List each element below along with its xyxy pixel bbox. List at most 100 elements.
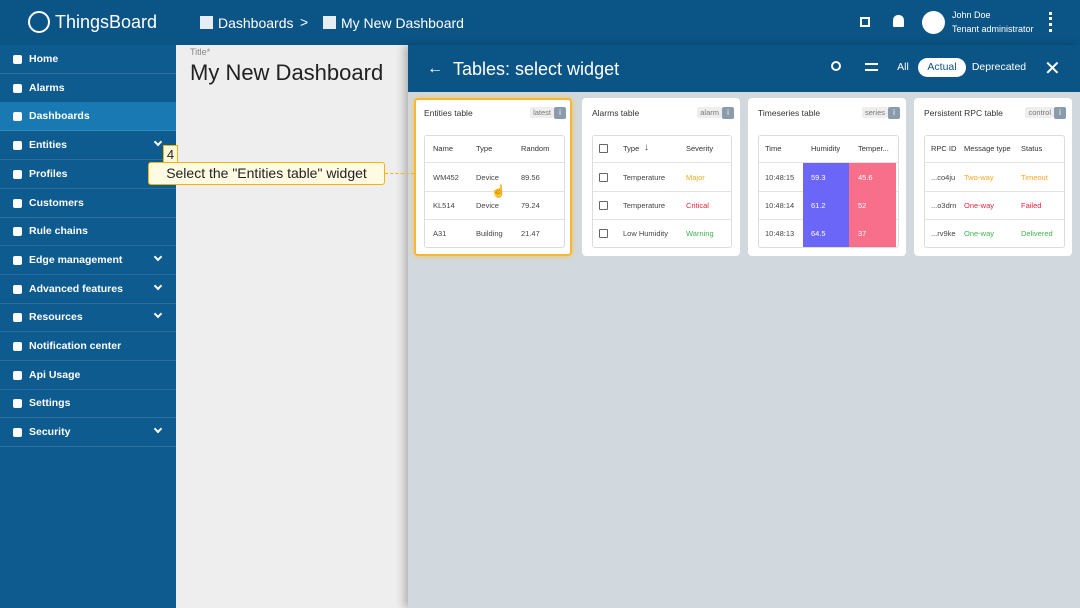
nav-item[interactable]: Rule chains bbox=[29, 225, 88, 238]
nav-item[interactable]: Entities bbox=[29, 139, 67, 152]
dashboard-title: My New Dashboard bbox=[190, 60, 384, 85]
search-icon[interactable] bbox=[831, 61, 841, 71]
row-divider bbox=[759, 162, 898, 163]
widget-title: Entities table bbox=[424, 108, 473, 118]
table-cell: Building bbox=[476, 229, 503, 238]
nav-divider bbox=[0, 159, 176, 161]
column-header: Random bbox=[521, 144, 550, 153]
column-header: Name bbox=[433, 144, 454, 153]
table-cell: WM452 bbox=[433, 173, 459, 182]
nav-item[interactable]: Customers bbox=[29, 196, 84, 209]
column-header: Type bbox=[623, 144, 640, 153]
widget-title: Timeseries table bbox=[758, 108, 821, 118]
filter-toggle[interactable]: Actual bbox=[918, 58, 966, 77]
close-icon[interactable]: ✕ bbox=[1044, 58, 1061, 80]
filter-icon[interactable] bbox=[865, 63, 878, 71]
nav-item[interactable]: Home bbox=[29, 53, 59, 65]
breadcrumb[interactable]: Dashboards bbox=[218, 15, 294, 31]
widget-card[interactable] bbox=[914, 98, 1072, 256]
user-name: John Doe bbox=[952, 10, 991, 20]
nav-selected bbox=[0, 102, 176, 132]
breadcrumb[interactable]: My New Dashboard bbox=[341, 15, 464, 31]
table-cell: 52 bbox=[858, 201, 867, 210]
nav-item[interactable]: Alarms bbox=[29, 81, 65, 94]
checkbox[interactable] bbox=[599, 201, 608, 210]
fullscreen-icon[interactable] bbox=[860, 17, 870, 27]
table-cell: Two-way bbox=[964, 173, 994, 182]
checkbox[interactable] bbox=[599, 229, 608, 238]
table-cell: Device bbox=[476, 173, 499, 182]
nav-divider bbox=[0, 73, 176, 74]
checkbox[interactable] bbox=[599, 144, 608, 153]
nav-divider bbox=[0, 360, 176, 361]
table-cell: Failed bbox=[1021, 201, 1042, 210]
nav-icon bbox=[13, 83, 22, 93]
table-cell: ...rv9ke bbox=[931, 229, 956, 238]
info-badge: i bbox=[888, 107, 900, 119]
nav-divider bbox=[0, 130, 176, 132]
table-cell: Temperature bbox=[623, 201, 666, 210]
nav-icon bbox=[13, 198, 22, 208]
avatar[interactable] bbox=[922, 11, 945, 34]
nav-icon bbox=[13, 284, 22, 294]
more-icon[interactable] bbox=[1049, 12, 1053, 32]
nav-divider bbox=[0, 388, 176, 390]
table-cell: 89.56 bbox=[521, 173, 540, 182]
table-cell: 10:48:15 bbox=[765, 173, 795, 182]
nav-item[interactable]: Dashboards bbox=[29, 110, 90, 123]
nav-item[interactable]: Profiles bbox=[29, 167, 68, 180]
nav-icon bbox=[13, 313, 22, 323]
table-cell: 64.5 bbox=[811, 229, 826, 238]
nav-item[interactable]: Api Usage bbox=[29, 368, 81, 381]
widget-title: Alarms table bbox=[592, 108, 640, 118]
widget-table bbox=[424, 135, 565, 248]
column-header: Time bbox=[765, 144, 782, 153]
dashboard-title-label: Title* bbox=[190, 47, 211, 57]
row-divider bbox=[593, 162, 732, 163]
widget-table bbox=[924, 135, 1065, 248]
nav-item[interactable]: Notification center bbox=[29, 340, 122, 352]
cell-bg bbox=[803, 191, 850, 219]
table-cell: 10:48:14 bbox=[765, 201, 795, 210]
checkbox[interactable] bbox=[599, 173, 608, 182]
filter-toggle[interactable]: Deprecated bbox=[971, 61, 1027, 73]
nav-icon bbox=[13, 112, 22, 122]
widget-card[interactable] bbox=[582, 98, 740, 256]
column-header: Severity bbox=[686, 144, 714, 153]
widget-tag: series bbox=[861, 107, 888, 118]
row-divider bbox=[593, 219, 732, 220]
row-divider bbox=[593, 191, 732, 192]
nav-divider bbox=[0, 302, 176, 304]
nav-item[interactable]: Resources bbox=[29, 311, 83, 324]
column-header: Status bbox=[1021, 144, 1043, 153]
table-cell: Major bbox=[686, 173, 705, 182]
table-cell: Temperature bbox=[623, 173, 666, 182]
row-divider bbox=[425, 162, 564, 163]
nav-divider bbox=[0, 245, 176, 247]
widget-card[interactable] bbox=[414, 98, 572, 256]
nav-item[interactable]: Edge management bbox=[29, 253, 123, 266]
nav-icon bbox=[13, 227, 22, 237]
nav-icon bbox=[13, 370, 22, 380]
widget-tag: alarm bbox=[697, 107, 722, 118]
column-header: Type bbox=[476, 144, 493, 153]
table-cell: 79.24 bbox=[521, 201, 540, 210]
cell-bg bbox=[803, 163, 850, 191]
filter-toggle[interactable]: All bbox=[897, 61, 909, 73]
nav-icon bbox=[13, 55, 22, 64]
column-header: Humidity bbox=[811, 144, 841, 153]
column-header: Temper... bbox=[858, 144, 889, 153]
callout-step: 4 bbox=[163, 145, 178, 163]
table-cell: 21.47 bbox=[521, 229, 540, 238]
nav-item[interactable]: Security bbox=[29, 426, 71, 439]
nav-item[interactable]: Settings bbox=[29, 397, 71, 410]
nav-item[interactable]: Advanced features bbox=[29, 282, 123, 295]
sidebar bbox=[0, 45, 176, 608]
nav-divider bbox=[0, 273, 176, 275]
logo: ThingsBoard bbox=[55, 12, 158, 32]
back-arrow[interactable]: ← bbox=[427, 60, 443, 77]
nav-divider bbox=[0, 417, 176, 419]
bell-icon[interactable] bbox=[893, 15, 904, 27]
table-cell: Low Humidity bbox=[623, 229, 669, 238]
